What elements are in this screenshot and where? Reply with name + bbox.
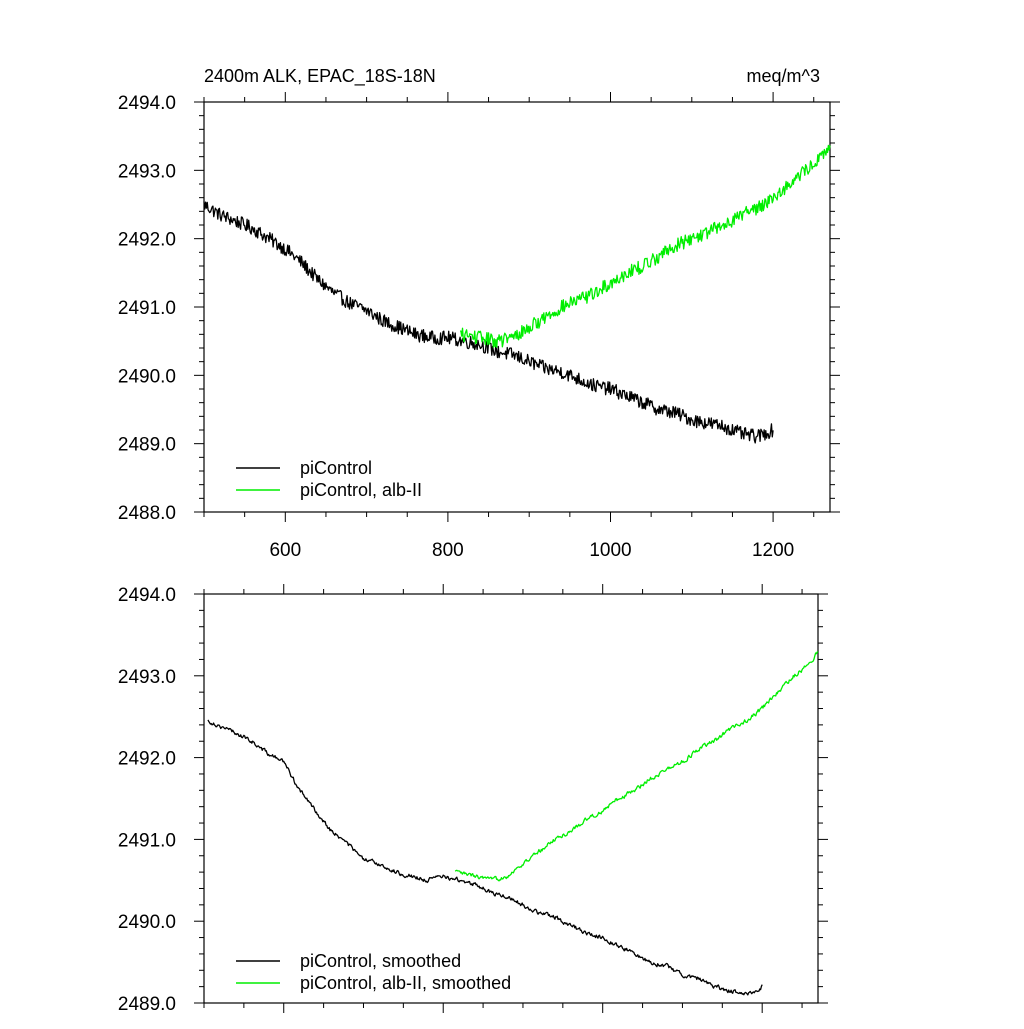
y-tick-label: 2494.0 — [118, 585, 176, 606]
y-tick-label: 2493.0 — [118, 667, 176, 688]
plot-frame — [203, 101, 831, 513]
legend-label: piControl — [300, 458, 372, 478]
units-label: meq/m^3 — [747, 66, 820, 86]
plot-frame — [203, 593, 819, 1004]
y-tick-label: 2494.0 — [118, 93, 176, 114]
y-tick-label: 2491.0 — [118, 298, 176, 319]
series-line-picontrol-alb-ii — [454, 651, 819, 882]
legend-label: piControl, alb-II — [300, 480, 422, 500]
series-line-picontrol — [203, 201, 774, 444]
y-tick-label: 2493.0 — [118, 161, 176, 182]
y-tick-label: 2489.0 — [118, 994, 176, 1015]
x-tick-label: 800 — [432, 540, 464, 561]
x-tick-label: 1200 — [752, 540, 794, 561]
series-line-picontrol-alb-ii — [459, 144, 831, 348]
y-tick-label: 2488.0 — [118, 503, 176, 524]
top-panel: 600 800 1000 1200 2488.0 2489.0 2490.0 2491.0 24… — [118, 92, 840, 561]
y-tick-label: 2490.0 — [118, 366, 176, 387]
bottom-panel: 2489.0 2490.0 2491.0 2492.0 2493.0 2494.0 piCo… — [118, 584, 828, 1015]
series-line-picontrol — [207, 719, 763, 996]
legend-label: piControl, alb-II, smoothed — [300, 973, 511, 993]
x-tick-label: 600 — [269, 540, 301, 561]
y-tick-label: 2492.0 — [118, 230, 176, 251]
legend-label: piControl, smoothed — [300, 951, 461, 971]
y-tick-label: 2492.0 — [118, 749, 176, 770]
y-tick-label: 2490.0 — [118, 912, 176, 933]
y-tick-label: 2489.0 — [118, 435, 176, 456]
x-tick-label: 1000 — [589, 540, 631, 561]
y-tick-label: 2491.0 — [118, 830, 176, 851]
chart-title: 2400m ALK, EPAC_18S-18N — [204, 66, 436, 87]
